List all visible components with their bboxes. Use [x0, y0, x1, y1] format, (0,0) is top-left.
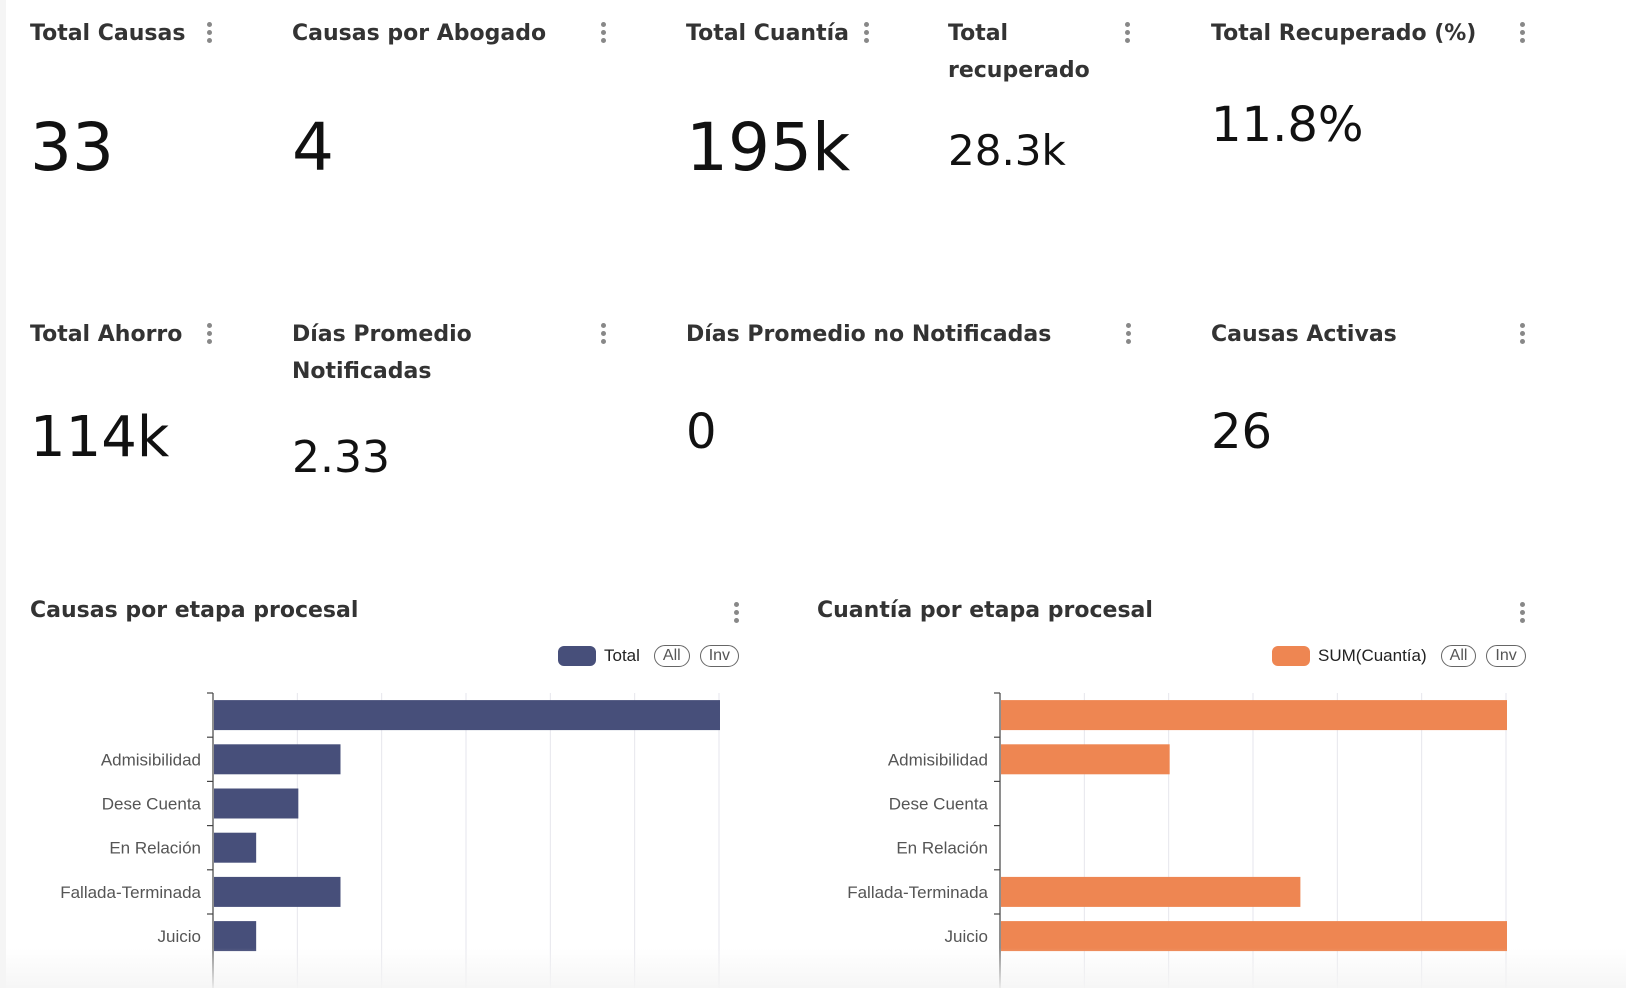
chart-legend: SUM(Cuantía) All Inv — [1272, 642, 1536, 670]
card-total-recuperado-pct: Total Recuperado (%) 11.8% — [1211, 15, 1541, 215]
card-title: Total Recuperado (%) — [1211, 21, 1477, 46]
legend-all-button[interactable]: All — [653, 645, 690, 667]
chart-legend: Total All Inv — [558, 642, 749, 670]
legend-inv-button[interactable]: Inv — [699, 645, 740, 667]
y-tick-label: Fallada-Terminada — [847, 883, 988, 902]
y-tick-label: Fallada-Terminada — [60, 883, 201, 902]
y-tick-label: En Relación — [109, 839, 201, 858]
chart-title-causas: Causas por etapa procesal — [30, 598, 359, 623]
y-tick-label: Admisibilidad — [888, 750, 988, 769]
metric-value: 33 — [30, 109, 114, 186]
bar-dese-cuenta — [214, 788, 299, 819]
metric-value: 0 — [686, 404, 717, 460]
metric-value: 4 — [292, 109, 334, 186]
card-title: Total Cuantía — [686, 21, 849, 46]
dashboard-panel: Total Causas 33 Causas por Abogado 4 Tot… — [6, 0, 1626, 988]
card-title: Causas Activas — [1211, 322, 1397, 347]
more-menu-icon[interactable] — [861, 20, 873, 46]
bar-chart-causas: Admisibilidad Dese Cuenta En Relación Falla… — [60, 692, 720, 988]
legend-swatch — [1272, 646, 1310, 666]
bar-admisibilidad — [1001, 744, 1170, 775]
more-menu-icon[interactable] — [1122, 20, 1134, 46]
bar-en-relaci-n — [214, 832, 257, 863]
more-menu-icon[interactable] — [731, 600, 743, 626]
card-total-ahorro: Total Ahorro 114k — [30, 316, 230, 516]
bar-juicio — [214, 921, 257, 952]
card-total-recuperado: Total recuperado 28.3k — [948, 15, 1148, 215]
more-menu-icon[interactable] — [598, 321, 610, 347]
y-tick-label: Dese Cuenta — [889, 795, 989, 814]
metric-value: 26 — [1211, 404, 1273, 460]
bar-juicio — [1001, 921, 1507, 952]
y-tick-label: Juicio — [158, 927, 201, 946]
card-dias-promedio-no-notificadas: Días Promedio no Notificadas 0 — [686, 316, 1146, 516]
bar-blank — [214, 700, 720, 731]
y-tick-label: Juicio — [945, 927, 988, 946]
card-title: Total recuperado — [948, 21, 1090, 83]
card-causas-por-abogado: Causas por Abogado 4 — [292, 15, 632, 215]
card-dias-promedio-notificadas: Días Promedio Notificadas 2.33 — [292, 316, 632, 516]
legend-inv-button[interactable]: Inv — [1486, 645, 1526, 667]
bar-fallada-terminada — [1001, 876, 1301, 907]
more-menu-icon[interactable] — [1517, 321, 1529, 347]
more-menu-icon[interactable] — [598, 20, 610, 46]
metric-value: 11.8% — [1211, 97, 1364, 153]
more-menu-icon[interactable] — [204, 321, 216, 347]
metric-value: 114k — [30, 405, 170, 470]
card-title: Días Promedio no Notificadas — [686, 322, 1052, 347]
y-tick-label: Dese Cuenta — [102, 795, 202, 814]
metric-value: 195k — [686, 109, 851, 186]
card-title: Total Causas — [30, 21, 186, 46]
bar-admisibilidad — [214, 744, 341, 775]
bar-chart-cuantia: Admisibilidad Dese Cuenta En Relación Falla… — [847, 692, 1507, 988]
legend-label[interactable]: SUM(Cuantía) — [1318, 646, 1427, 665]
chart-title-cuantia: Cuantía por etapa procesal — [817, 598, 1153, 623]
metric-value: 2.33 — [292, 432, 390, 483]
card-title: Causas por Abogado — [292, 21, 547, 46]
y-tick-label: Admisibilidad — [101, 750, 201, 769]
card-title: Total Ahorro — [30, 322, 183, 347]
card-title: Días Promedio Notificadas — [292, 322, 472, 384]
legend-swatch — [558, 646, 596, 666]
card-total-causas: Total Causas 33 — [30, 15, 230, 215]
more-menu-icon[interactable] — [204, 20, 216, 46]
legend-label[interactable]: Total — [604, 646, 640, 665]
more-menu-icon[interactable] — [1123, 321, 1135, 347]
card-causas-activas: Causas Activas 26 — [1211, 316, 1541, 516]
y-tick-label: En Relación — [896, 839, 988, 858]
bar-fallada-terminada — [214, 876, 341, 907]
metric-value: 28.3k — [948, 126, 1066, 175]
bar-blank — [1001, 700, 1507, 731]
card-total-cuantia: Total Cuantía 195k — [686, 15, 886, 215]
legend-all-button[interactable]: All — [1440, 645, 1477, 667]
more-menu-icon[interactable] — [1517, 20, 1529, 46]
more-menu-icon[interactable] — [1517, 600, 1529, 626]
